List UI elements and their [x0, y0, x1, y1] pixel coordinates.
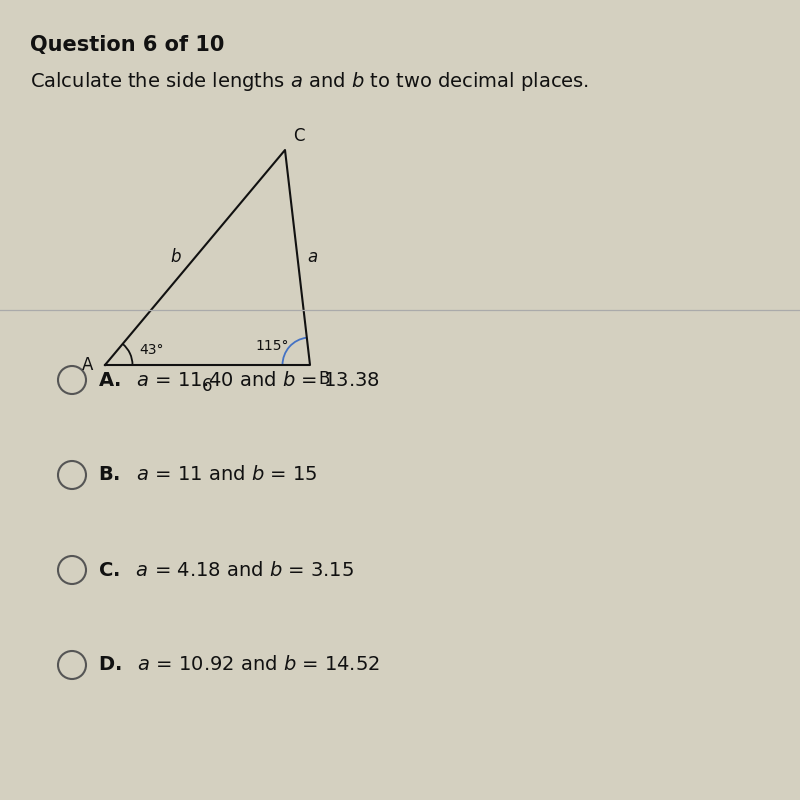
Text: $\mathbf{B.}$  $\it{a}$ = 11 and $\it{b}$ = 15: $\mathbf{B.}$ $\it{a}$ = 11 and $\it{b}$… — [98, 466, 318, 485]
Text: Calculate the side lengths $\it{a}$ and $\it{b}$ to two decimal places.: Calculate the side lengths $\it{a}$ and … — [30, 70, 589, 93]
Text: 115°: 115° — [255, 339, 289, 353]
Text: Question 6 of 10: Question 6 of 10 — [30, 35, 224, 55]
Text: $\mathbf{A.}$  $\it{a}$ = 11.40 and $\it{b}$ = 13.38: $\mathbf{A.}$ $\it{a}$ = 11.40 and $\it{… — [98, 370, 380, 390]
Text: B: B — [318, 370, 330, 388]
Text: 43°: 43° — [139, 343, 163, 357]
Text: a: a — [307, 249, 318, 266]
Text: b: b — [170, 249, 181, 266]
Text: C: C — [293, 127, 305, 145]
Text: 6: 6 — [202, 377, 213, 395]
Text: $\mathbf{C.}$  $\it{a}$ = 4.18 and $\it{b}$ = 3.15: $\mathbf{C.}$ $\it{a}$ = 4.18 and $\it{b… — [98, 561, 354, 579]
Text: $\mathbf{D.}$  $\it{a}$ = 10.92 and $\it{b}$ = 14.52: $\mathbf{D.}$ $\it{a}$ = 10.92 and $\it{… — [98, 655, 380, 674]
Text: A: A — [82, 356, 93, 374]
